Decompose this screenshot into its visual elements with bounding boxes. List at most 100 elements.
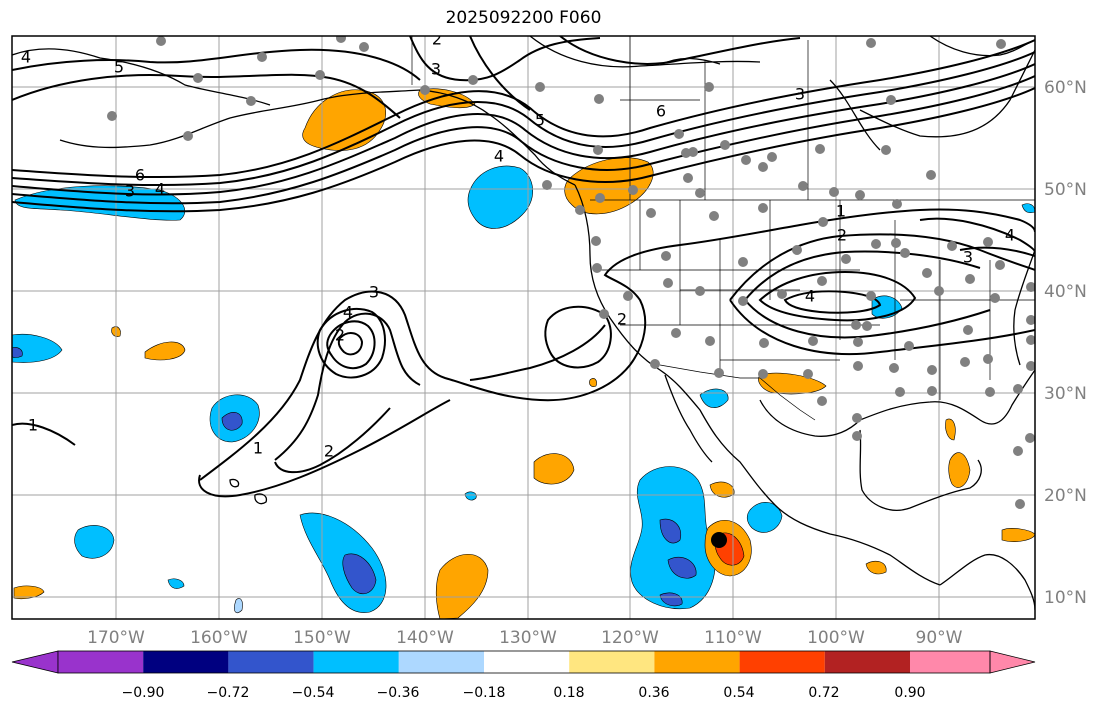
shade-orange-small-4 — [945, 418, 956, 441]
colorbar-bin — [228, 651, 314, 673]
contour-label: 2 — [617, 310, 627, 329]
contour-jet-1 — [12, 39, 1035, 179]
colorbar-bin — [313, 651, 399, 673]
contour-cutoff-2 — [544, 305, 612, 369]
colorbar-tick-label: 0.90 — [894, 685, 925, 701]
contour-label: 2 — [432, 30, 442, 49]
contour-jet-5 — [12, 87, 1035, 213]
lat-label: 10°N — [1044, 588, 1087, 608]
shade-blue-far-west — [12, 333, 63, 363]
storm-center-marker — [711, 532, 727, 548]
lon-label: 90°W — [916, 628, 963, 648]
shade-blue-mexico-east — [746, 502, 783, 533]
height-contours — [12, 36, 1035, 498]
central-america — [939, 553, 1035, 611]
contour-label: 2 — [324, 442, 334, 461]
shade-royal-mexico-3 — [659, 592, 683, 607]
shade-blue-small-2 — [464, 491, 477, 501]
contour-north-4 — [12, 73, 401, 119]
colorbar-over — [989, 650, 1036, 674]
colorbar-tick-label: 0.54 — [723, 685, 754, 701]
shade-orange-sw — [13, 585, 45, 600]
lat-label: 50°N — [1044, 180, 1087, 200]
contour-low-3 — [316, 308, 386, 379]
contour-label: 4 — [805, 287, 815, 306]
contour-jet-2 — [12, 51, 1035, 187]
map-background — [12, 36, 1035, 619]
colorbar-tick-label: −0.72 — [207, 685, 250, 701]
lon-label: 160°W — [190, 628, 248, 648]
shade-royal-mexico-1 — [659, 518, 682, 544]
contour-label: 2 — [335, 326, 345, 345]
lat-label: 40°N — [1044, 282, 1087, 302]
shade-orange-caribbean — [948, 452, 971, 488]
contour-label: 4 — [494, 147, 504, 166]
colorbar-tick-label: 0.36 — [638, 685, 669, 701]
colorbar-tick-label: −0.18 — [463, 685, 506, 701]
contour-label: 5 — [535, 111, 545, 130]
hawaii — [229, 478, 268, 505]
shade-orange-small-2 — [144, 341, 186, 361]
shade-blue-gulf-coast — [699, 388, 729, 408]
shade-orange-small-3 — [589, 378, 597, 387]
colorbar-bin — [569, 651, 655, 673]
yucatan — [859, 429, 982, 511]
station-dots — [107, 36, 1035, 509]
contour-label: 3 — [369, 283, 379, 302]
contour-label: 3 — [795, 85, 805, 104]
colorbar-tick-label: 0.72 — [808, 685, 839, 701]
shade-orange-baja-offshore — [533, 453, 575, 485]
shade-blue-small-4 — [234, 598, 243, 613]
contour-hawaii-lobe — [198, 399, 451, 498]
contour-west-1 — [12, 422, 76, 446]
colorbar-bin — [654, 651, 740, 673]
contour-label: 6 — [135, 166, 145, 185]
colorbar-bin — [143, 651, 229, 673]
contour-label: 3 — [963, 248, 973, 267]
lat-label: 30°N — [1044, 384, 1087, 404]
us-states — [600, 200, 1035, 400]
borders — [411, 36, 1035, 421]
north-coast — [529, 36, 1035, 151]
contour-label: 3 — [431, 60, 441, 79]
shade-blue-small-3 — [1021, 203, 1035, 214]
colorbar-bin — [910, 651, 990, 673]
colorbar-under — [11, 650, 59, 674]
west-us-coast — [574, 184, 941, 586]
colorbar-tick-label: −0.36 — [377, 685, 420, 701]
lat-axis: 60°N 50°N 40°N 30°N 20°N 10°N — [1044, 78, 1087, 608]
map-frame — [11, 35, 1036, 620]
shade-blue-sw-1 — [74, 525, 115, 559]
shade-blue-small-sw — [167, 578, 185, 589]
lon-label: 110°W — [704, 628, 762, 648]
lon-label: 150°W — [293, 628, 351, 648]
contour-label: 4 — [21, 48, 31, 67]
shade-orange-gulf-small — [865, 560, 887, 575]
map-title: 2025092200 F060 — [445, 8, 602, 28]
colorbar-tick-label: 0.18 — [553, 685, 584, 701]
contour-labels: 5 2 3 6 3 4 4 6 5 1 2 3 4 4 3 4 1 2 2 1 … — [21, 30, 1015, 461]
colorbar-bin — [58, 651, 144, 673]
contour-jet-3 — [12, 63, 1035, 196]
contour-north-6 — [469, 36, 801, 111]
lon-label: 170°W — [87, 628, 145, 648]
contour-us-2 — [744, 250, 991, 339]
contour-label: 2 — [837, 226, 847, 245]
contour-label: 6 — [656, 102, 666, 121]
shade-royal-hawaii-north — [221, 412, 243, 431]
lon-label: 140°W — [396, 628, 454, 648]
lon-axis: 170°W 160°W 150°W 140°W 130°W 120°W 110°… — [87, 628, 963, 648]
shade-orange-small-mexico — [709, 481, 735, 498]
contour-label: 4 — [1005, 226, 1015, 245]
lat-label: 60°N — [1044, 78, 1087, 98]
contour-label: 4 — [343, 303, 353, 322]
colorbar-bin — [739, 651, 825, 673]
colorbar-bin — [398, 651, 484, 673]
lat-label: 20°N — [1044, 486, 1087, 506]
contour-jet-4 — [12, 75, 1035, 205]
baja — [664, 374, 713, 463]
lon-label: 130°W — [499, 628, 557, 648]
contour-label: 1 — [836, 202, 846, 221]
contour-low-1 — [199, 208, 1035, 481]
